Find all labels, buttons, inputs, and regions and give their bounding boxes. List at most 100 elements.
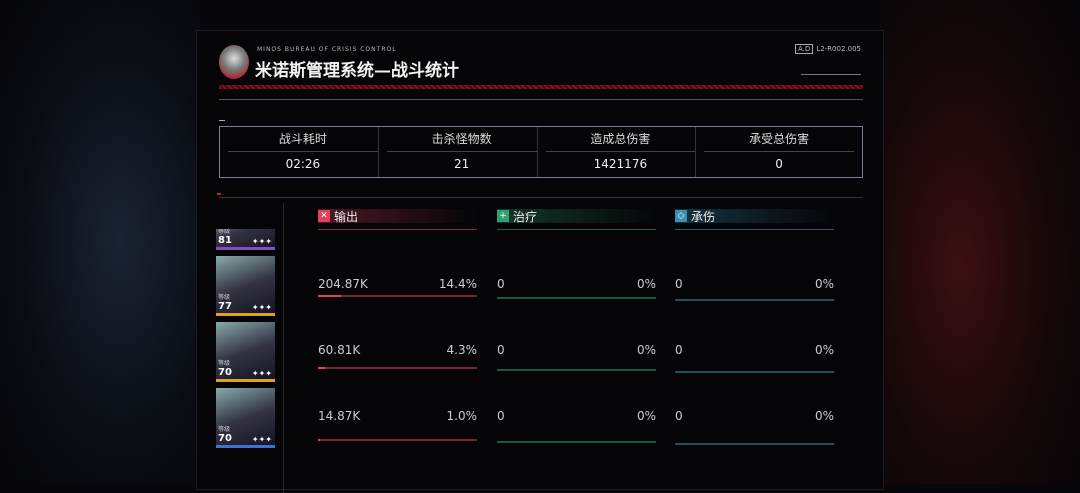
level-label: 等级 xyxy=(218,228,231,235)
stat-bar xyxy=(497,297,656,299)
stat-percent: 0% xyxy=(636,343,656,357)
summary-label: 战斗耗时 xyxy=(228,127,378,152)
stat-bar-fill xyxy=(318,367,325,369)
column-label: 输出 xyxy=(334,209,359,224)
stat-row: 0 0% xyxy=(497,277,656,291)
stat-value: 0 xyxy=(497,409,505,423)
stat-percent: 0% xyxy=(636,277,656,291)
stars: ✦✦✦ xyxy=(251,369,272,378)
org-name: MINOS BUREAU OF CRISIS CONTROL xyxy=(257,46,397,53)
stat-value: 0 xyxy=(675,409,683,423)
stat-row: 0 0% xyxy=(675,277,834,291)
summary-value: 02:26 xyxy=(285,157,321,171)
stat-value: 204.87K xyxy=(318,277,368,291)
stat-bar xyxy=(497,369,656,371)
battle-stats-panel: MINOS BUREAU OF CRISIS CONTROL 米诺斯管理系统—战… xyxy=(196,30,884,493)
section-divider xyxy=(219,197,863,198)
stat-value: 60.81K xyxy=(318,343,361,357)
summary-label: 造成总伤害 xyxy=(545,127,696,152)
background-right xyxy=(880,0,1080,484)
minos-logo xyxy=(219,45,249,79)
stat-value: 0 xyxy=(497,343,505,357)
stat-row: 0 0% xyxy=(675,343,834,357)
stat-row: 0 0% xyxy=(497,343,656,357)
stat-bar xyxy=(675,371,834,373)
section-marker xyxy=(217,193,221,195)
sword-icon: ✕ xyxy=(318,210,330,222)
stat-bar xyxy=(318,295,477,297)
rarity-bar xyxy=(216,379,275,382)
column-divider xyxy=(283,203,284,493)
column-underline xyxy=(675,229,834,230)
stat-percent: 4.3% xyxy=(446,343,478,357)
summary-value: 0 xyxy=(775,157,783,171)
summary-table: 战斗耗时 02:26 击杀怪物数 21 造成总伤害 1421176 承受总伤害 0 xyxy=(219,126,863,178)
character-portrait[interactable]: 等级 77 ✦✦✦ xyxy=(216,256,275,316)
stars: ✦✦✦ xyxy=(251,237,272,246)
stat-percent: 14.4% xyxy=(438,277,477,291)
summary-cell: 承受总伤害 0 xyxy=(704,127,854,177)
stat-percent: 0% xyxy=(814,277,834,291)
summary-marker xyxy=(219,120,225,121)
character-portrait[interactable]: 等级 70 ✦✦✦ xyxy=(216,322,275,382)
character-portrait[interactable]: 等级 81 ✦✦✦ xyxy=(216,228,275,250)
summary-value: 1421176 xyxy=(593,157,648,171)
stat-row: 60.81K 4.3% xyxy=(318,343,477,357)
red-divider xyxy=(219,85,863,89)
header-divider xyxy=(219,99,863,100)
rarity-bar xyxy=(216,313,275,316)
level: 77 xyxy=(218,301,232,312)
stat-percent: 0% xyxy=(814,409,834,423)
stat-bar-fill xyxy=(318,439,320,441)
summary-cell: 战斗耗时 02:26 xyxy=(228,127,379,177)
column-header-2: ◇ 承伤 xyxy=(675,209,834,224)
stat-bar xyxy=(318,367,477,369)
stars: ✦✦✦ xyxy=(251,303,272,312)
level-label: 等级 xyxy=(218,360,231,367)
stat-percent: 0% xyxy=(814,343,834,357)
stat-bar xyxy=(318,439,477,441)
column-header-1: + 治疗 xyxy=(497,209,656,224)
stat-row: 0 0% xyxy=(675,409,834,423)
doc-code: A.D L2-R002.005 xyxy=(795,44,861,54)
background-left xyxy=(0,0,200,484)
stars: ✦✦✦ xyxy=(251,435,272,444)
level: 70 xyxy=(218,367,232,378)
shield-icon: ◇ xyxy=(675,210,687,222)
summary-cell: 造成总伤害 1421176 xyxy=(545,127,697,177)
stat-bar xyxy=(675,443,834,445)
stat-percent: 1.0% xyxy=(446,409,478,423)
rarity-bar xyxy=(216,247,275,250)
column-underline xyxy=(318,229,477,230)
ad-badge: A.D xyxy=(795,44,814,54)
level-label: 等级 xyxy=(218,426,231,433)
column-label: 承伤 xyxy=(691,209,716,224)
stat-row: 0 0% xyxy=(497,409,656,423)
character-portrait[interactable]: 等级 70 ✦✦✦ xyxy=(216,388,275,448)
plus-icon: + xyxy=(497,210,509,222)
stat-value: 0 xyxy=(675,277,683,291)
level-label: 等级 xyxy=(218,294,231,301)
stat-percent: 0% xyxy=(636,409,656,423)
level: 70 xyxy=(218,433,232,444)
summary-value: 21 xyxy=(453,157,470,171)
level: 81 xyxy=(218,235,232,246)
column-underline xyxy=(497,229,656,230)
stat-value: 14.87K xyxy=(318,409,361,423)
stat-row: 204.87K 14.4% xyxy=(318,277,477,291)
page-title: 米诺斯管理系统—战斗统计 xyxy=(255,61,459,81)
code-text: L2-R002.005 xyxy=(816,45,861,53)
stat-value: 0 xyxy=(497,277,505,291)
stat-bar xyxy=(497,441,656,443)
signature xyxy=(801,61,861,75)
column-header-0: ✕ 输出 xyxy=(318,209,477,224)
stat-value: 0 xyxy=(675,343,683,357)
rarity-bar xyxy=(216,445,275,448)
stat-bar xyxy=(675,299,834,301)
summary-label: 承受总伤害 xyxy=(704,127,854,152)
stat-row: 14.87K 1.0% xyxy=(318,409,477,423)
stat-bar-fill xyxy=(318,295,341,297)
summary-label: 击杀怪物数 xyxy=(386,127,537,152)
column-label: 治疗 xyxy=(513,209,538,224)
summary-cell: 击杀怪物数 21 xyxy=(386,127,538,177)
